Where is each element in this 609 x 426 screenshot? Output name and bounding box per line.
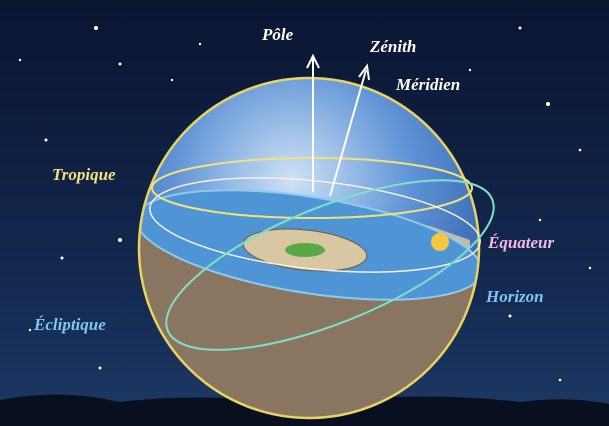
- label-zenith: Zénith: [369, 37, 416, 56]
- sphere-outline: [137, 76, 481, 420]
- label-equateur: Équateur: [487, 233, 555, 252]
- label-pole: Pôle: [261, 25, 294, 44]
- sphere-body: [139, 78, 479, 418]
- sun: [431, 233, 449, 251]
- label-ecliptique: Écliptique: [33, 315, 106, 334]
- label-tropique: Tropique: [52, 165, 116, 184]
- stars: [18, 26, 592, 382]
- equator-circle: [149, 177, 481, 273]
- axes: [306, 53, 370, 197]
- ecliptic-circle: [165, 179, 495, 351]
- label-meridien: Méridien: [395, 75, 460, 94]
- label-horizon: Horizon: [485, 287, 544, 306]
